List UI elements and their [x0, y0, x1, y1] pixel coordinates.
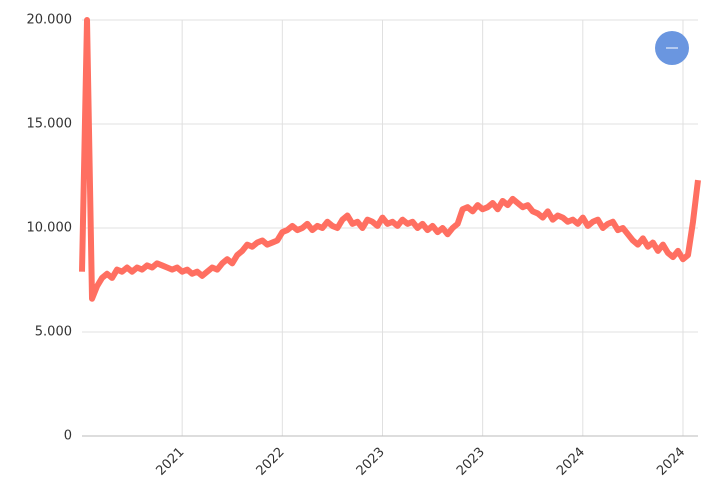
- zoom-button[interactable]: [655, 31, 689, 65]
- x-tick-label: 2021: [153, 445, 187, 479]
- x-tick-label: 2022: [254, 445, 288, 479]
- x-tick-label: 2023: [454, 445, 488, 479]
- y-tick-label: 20.000: [27, 13, 73, 28]
- x-tick-label: 2024: [654, 445, 688, 479]
- x-tick-label: 2023: [354, 445, 388, 479]
- x-tick-label: 2024: [554, 445, 588, 479]
- y-tick-label: 0: [64, 429, 72, 444]
- y-tick-label: 5.000: [35, 325, 72, 340]
- y-tick-label: 10.000: [27, 221, 73, 236]
- series-line: [79, 17, 701, 302]
- y-tick-label: 15.000: [27, 117, 73, 132]
